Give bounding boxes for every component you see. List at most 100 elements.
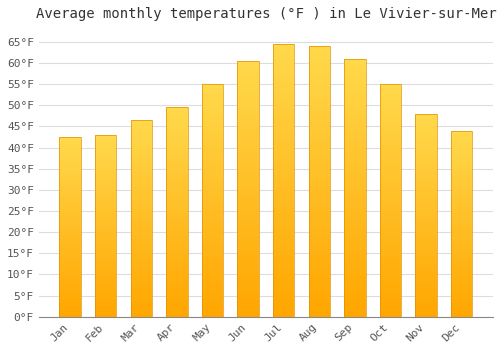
- Bar: [166, 116, 188, 120]
- Bar: [95, 193, 116, 197]
- Bar: [130, 254, 152, 258]
- Bar: [416, 118, 437, 122]
- Bar: [451, 146, 472, 149]
- Bar: [166, 300, 188, 304]
- Bar: [380, 275, 401, 280]
- Bar: [95, 171, 116, 175]
- Bar: [238, 153, 259, 158]
- Bar: [380, 93, 401, 98]
- Bar: [308, 149, 330, 154]
- Bar: [238, 266, 259, 271]
- Bar: [416, 244, 437, 248]
- Bar: [416, 122, 437, 126]
- Bar: [380, 149, 401, 154]
- Bar: [202, 159, 223, 163]
- Bar: [380, 289, 401, 294]
- Bar: [308, 170, 330, 176]
- Bar: [166, 191, 188, 195]
- Bar: [166, 162, 188, 166]
- Bar: [60, 137, 81, 141]
- Bar: [344, 291, 366, 296]
- Bar: [202, 98, 223, 103]
- Bar: [344, 229, 366, 234]
- Bar: [95, 233, 116, 237]
- Bar: [308, 68, 330, 73]
- Bar: [166, 170, 188, 174]
- Bar: [238, 189, 259, 194]
- Bar: [238, 271, 259, 276]
- Bar: [273, 115, 294, 120]
- Bar: [60, 144, 81, 148]
- Bar: [308, 225, 330, 230]
- Bar: [380, 163, 401, 168]
- Bar: [344, 250, 366, 255]
- Bar: [308, 51, 330, 57]
- Bar: [344, 74, 366, 79]
- Bar: [273, 268, 294, 273]
- Bar: [95, 226, 116, 230]
- Bar: [166, 199, 188, 204]
- Bar: [202, 84, 223, 317]
- Bar: [308, 192, 330, 198]
- Bar: [95, 186, 116, 189]
- Bar: [451, 149, 472, 153]
- Bar: [95, 222, 116, 226]
- Bar: [238, 296, 259, 301]
- Bar: [273, 55, 294, 60]
- Bar: [344, 208, 366, 214]
- Bar: [166, 149, 188, 153]
- Bar: [202, 308, 223, 312]
- Bar: [166, 254, 188, 258]
- Bar: [202, 149, 223, 154]
- Bar: [344, 270, 366, 275]
- Bar: [238, 112, 259, 117]
- Bar: [344, 296, 366, 301]
- Bar: [380, 117, 401, 121]
- Bar: [166, 271, 188, 275]
- Bar: [95, 197, 116, 200]
- Bar: [273, 88, 294, 93]
- Bar: [202, 270, 223, 275]
- Bar: [380, 219, 401, 224]
- Bar: [166, 136, 188, 141]
- Bar: [238, 209, 259, 215]
- Bar: [380, 140, 401, 145]
- Bar: [344, 203, 366, 208]
- Bar: [202, 242, 223, 247]
- Bar: [344, 162, 366, 167]
- Bar: [344, 265, 366, 270]
- Bar: [344, 126, 366, 131]
- Bar: [344, 219, 366, 224]
- Bar: [60, 151, 81, 155]
- Bar: [95, 160, 116, 164]
- Bar: [273, 279, 294, 284]
- Bar: [238, 204, 259, 209]
- Bar: [308, 127, 330, 133]
- Bar: [416, 162, 437, 167]
- Bar: [95, 135, 116, 139]
- Bar: [308, 262, 330, 268]
- Bar: [202, 284, 223, 289]
- Bar: [451, 183, 472, 187]
- Bar: [130, 136, 152, 140]
- Bar: [273, 148, 294, 153]
- Bar: [130, 289, 152, 293]
- Bar: [166, 275, 188, 279]
- Bar: [380, 294, 401, 298]
- Bar: [202, 201, 223, 205]
- Bar: [380, 126, 401, 131]
- Bar: [273, 257, 294, 262]
- Bar: [60, 285, 81, 288]
- Bar: [60, 159, 81, 162]
- Bar: [308, 78, 330, 84]
- Bar: [238, 301, 259, 307]
- Bar: [273, 186, 294, 191]
- Bar: [416, 304, 437, 309]
- Bar: [238, 61, 259, 66]
- Bar: [130, 206, 152, 211]
- Bar: [130, 293, 152, 297]
- Bar: [451, 257, 472, 261]
- Bar: [344, 286, 366, 291]
- Bar: [95, 146, 116, 149]
- Bar: [202, 177, 223, 182]
